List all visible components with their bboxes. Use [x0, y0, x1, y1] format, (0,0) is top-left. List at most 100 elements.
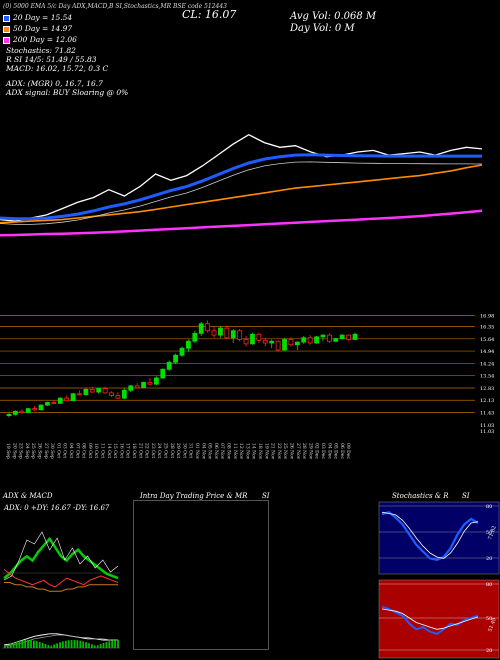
ma-series-line-2 — [0, 164, 483, 224]
candle-body — [346, 334, 351, 340]
candle-x-tick: 19 Nov — [263, 443, 269, 460]
candle-x-tick: 11 Oct — [100, 443, 106, 458]
stoch-line — [381, 510, 479, 561]
candle-x-tick: 05 Dec — [333, 443, 339, 459]
macd-histogram-bar — [6, 644, 9, 648]
candle-body — [6, 414, 12, 417]
macd-histogram-bar — [108, 641, 111, 648]
ma20-label: 20 Day = 15.54 — [13, 13, 73, 22]
candle-x-tick: 18 Nov — [257, 443, 263, 460]
candle-body — [224, 327, 230, 339]
candle-x-tick: 09 Oct — [87, 443, 93, 458]
candle-x-tick: 09 Dec — [345, 443, 351, 459]
macd-histogram-bar — [12, 642, 15, 648]
candle-x-tick: 04 Nov — [200, 443, 206, 460]
ma200-label: 200 Day = 12.06 — [13, 35, 77, 44]
candle-body — [128, 385, 134, 391]
candle-y-tick: 16.98 — [480, 313, 494, 319]
candle-x-tick: 22 Oct — [144, 443, 150, 458]
candle-body — [141, 381, 146, 389]
candle-x-tick: 25 Oct — [163, 443, 169, 458]
candle-body — [237, 330, 243, 340]
rsi-tick-50: 50 — [486, 616, 492, 622]
candle-x-tick: 12 Nov — [238, 443, 244, 460]
macd-histogram-bar — [33, 640, 35, 648]
candle-body — [282, 339, 287, 351]
candle-x-tick: 28 Nov — [301, 443, 307, 460]
stoch-bg — [378, 501, 500, 575]
macd-histogram-bar — [15, 641, 18, 648]
candle-x-tick: 10 Oct — [93, 443, 99, 458]
macd-histogram-bar — [91, 644, 93, 648]
candle-x-tick: 13 Nov — [244, 443, 250, 460]
macd-histogram-bar — [30, 640, 32, 648]
candle-body — [288, 339, 294, 346]
candle-body — [339, 334, 345, 340]
rsi-stat: R SI 14/5: 51.49 / 55.83 — [6, 55, 97, 64]
candle-y-tick: 14.94 — [480, 349, 494, 355]
macd-histogram-bar — [79, 640, 82, 648]
candle-x-tick: 06 Dec — [339, 443, 345, 459]
macd-line — [3, 633, 118, 646]
adx-white-trace — [3, 531, 119, 581]
candle-y-tick: 16.35 — [480, 324, 494, 330]
candle-x-tick: 27 Nov — [295, 443, 301, 460]
candle-body — [205, 323, 211, 332]
candle-body — [173, 354, 178, 363]
candle-y-tick: 12.83 — [480, 386, 494, 392]
candle-y-tick: 14.24 — [480, 361, 494, 367]
candle-body — [109, 392, 114, 396]
day-volume-label: Day Vol: 0 M — [290, 23, 355, 34]
adx-stat: ADX: (MGR) 0, 16.7, 16.7 — [6, 79, 103, 88]
candle-x-tick: 01 Nov — [194, 443, 200, 460]
intraday-panel — [133, 500, 269, 650]
candle-body — [275, 340, 281, 351]
candle-x-tick: 27 Sep — [43, 443, 49, 459]
candle-body — [32, 408, 38, 411]
candle-x-tick: 20 Sep — [11, 443, 17, 459]
candle-x-tick: 05 Nov — [207, 443, 213, 460]
macd-histogram-bar — [47, 645, 50, 648]
candle-body — [262, 339, 268, 344]
candle-y-tick: 11.43 — [480, 410, 494, 416]
ma-series-line-3 — [0, 209, 483, 237]
macd-histogram-bar — [44, 643, 47, 648]
rsi-tick-20: 20 — [486, 648, 492, 654]
rsi-lines — [379, 583, 499, 651]
adx-macd-panel: ADX: 0 +DY: 16.67 -DY: 16.67 — [2, 504, 120, 649]
ma50-label: 50 Day = 14.97 — [13, 24, 73, 33]
intraday-panel-si: SI — [262, 492, 270, 500]
candle-x-tick: 28 Oct — [169, 443, 175, 458]
candle-y-tick: 15.64 — [480, 337, 494, 343]
candle-body — [230, 330, 236, 339]
candle-x-tick: 07 Nov — [219, 443, 225, 460]
rsi-tick-80: 80 — [486, 582, 492, 588]
candle-x-tick: 04 Dec — [326, 443, 332, 459]
avg-volume-label: Avg Vol: 0.068 M — [290, 11, 377, 22]
candle-y-tick: 13.54 — [480, 374, 494, 380]
macd-histogram-bar — [76, 640, 79, 648]
ma-series-line-0 — [0, 133, 483, 222]
macd-lines — [2, 633, 120, 649]
candle-x-tick: 26 Nov — [289, 443, 295, 460]
macd-histogram-bar — [50, 645, 53, 648]
candle-body — [45, 402, 50, 406]
macd-histogram-bar — [73, 640, 76, 648]
candle-x-tick: 21 Oct — [137, 443, 143, 458]
candle-y-ticks: 16.98 16.35 15.64 14.94 14.24 13.54 12.83 12.13… — [480, 313, 494, 435]
candle-x-tick: 17 Oct — [125, 443, 131, 458]
candle-x-tick: 31 Oct — [188, 443, 194, 458]
intraday-frame — [133, 500, 269, 650]
macd-histogram-bar — [41, 642, 44, 648]
candle-x-tick: 22 Nov — [276, 443, 282, 460]
stoch-value-label: 71.82 — [487, 525, 498, 541]
intraday-panel-title: Intra Day Trading Price & MR — [140, 492, 248, 500]
candle-body — [294, 341, 300, 346]
candle-body — [301, 337, 307, 343]
macd-histogram-bar — [70, 640, 73, 648]
candle-x-tick: 24 Sep — [24, 443, 30, 459]
macd-histogram-bar — [105, 642, 108, 648]
candle-body — [115, 395, 121, 399]
candle-x-tick: 02 Dec — [314, 443, 320, 459]
candle-body — [250, 333, 255, 345]
